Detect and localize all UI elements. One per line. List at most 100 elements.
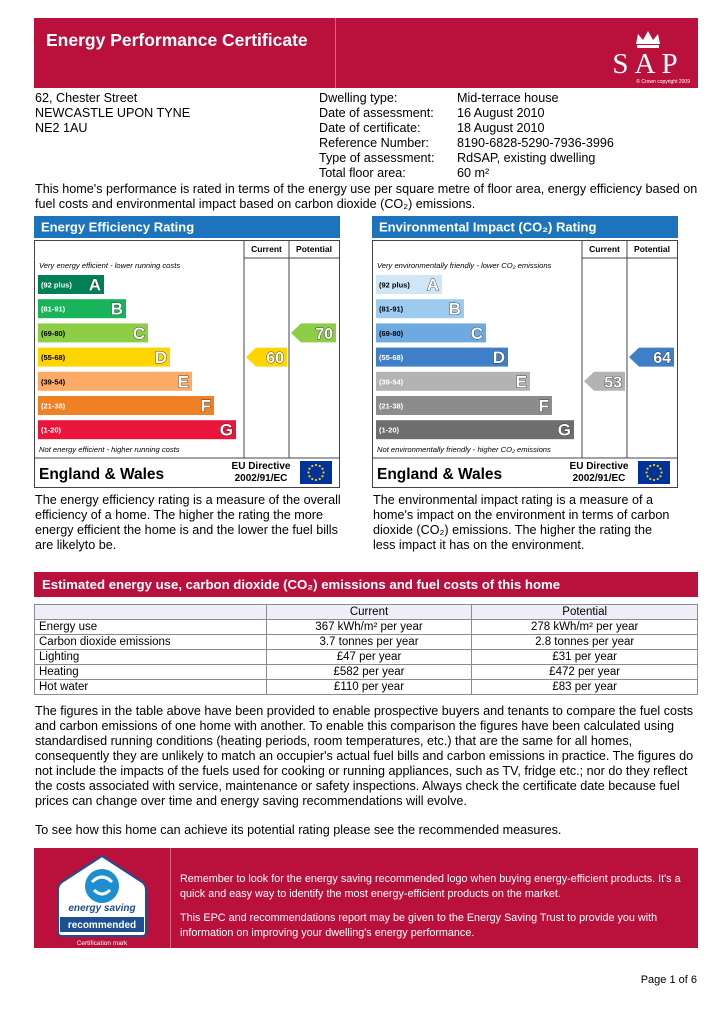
eu-star bbox=[645, 471, 648, 474]
paragraph: To see how this home can achieve its pot… bbox=[35, 823, 562, 837]
eu-star bbox=[314, 478, 318, 482]
table-row: Carbon dioxide emissions 3.7 tonnes per y… bbox=[34, 634, 698, 650]
directive: 2002/91/EC bbox=[573, 473, 626, 484]
table-cell: Energy use bbox=[34, 619, 267, 635]
eu-star bbox=[321, 475, 324, 478]
header-cell: Current bbox=[265, 604, 473, 620]
intro: This home's performance is rated in term… bbox=[35, 182, 698, 211]
eu-star bbox=[656, 464, 659, 468]
detail-value: 16 August 2010 bbox=[457, 106, 545, 120]
rating-arrow bbox=[584, 371, 625, 391]
panel-header bbox=[34, 216, 340, 238]
table-cell: £83 per year bbox=[471, 679, 698, 695]
band-letter: A bbox=[427, 276, 439, 295]
detail-label: Dwelling type: bbox=[319, 91, 398, 105]
address-line: NE2 1AU bbox=[35, 121, 88, 135]
table-cell: £47 per year bbox=[265, 649, 473, 665]
panel-title: Environmental Impact (CO₂) Rating bbox=[379, 220, 596, 235]
crown-base bbox=[637, 45, 659, 48]
rating-value: 60 bbox=[266, 350, 284, 367]
band-bar bbox=[376, 396, 552, 415]
header-cell: Potential bbox=[471, 604, 698, 620]
eu-star bbox=[649, 464, 652, 468]
rating-panel: Environmental Impact (CO₂) Rating Current… bbox=[372, 216, 678, 488]
band-range: (39-54) bbox=[41, 377, 66, 386]
footer-band: energy saving recommended Certification … bbox=[34, 848, 698, 948]
directive: EU Directive bbox=[232, 461, 291, 472]
band-letter: G bbox=[220, 421, 233, 440]
eu-star bbox=[308, 467, 311, 470]
table-cell: £472 per year bbox=[471, 664, 698, 680]
table-title: Estimated energy use, carbon dioxide (CO… bbox=[42, 577, 561, 592]
logo-text: SAP bbox=[612, 48, 683, 80]
detail-row: Dwelling type: Mid-terrace house bbox=[319, 91, 699, 106]
band-bar bbox=[376, 420, 574, 440]
top-note: Very energy efficient - lower running co… bbox=[39, 261, 180, 270]
detail-value: RdSAP, existing dwelling bbox=[457, 151, 596, 165]
col-header: Current bbox=[589, 244, 620, 254]
table-cell: 278 kWh/m² per year bbox=[471, 619, 698, 635]
detail-label: Reference Number: bbox=[319, 136, 429, 150]
detail-value: 18 August 2010 bbox=[457, 121, 545, 135]
detail-row: Total floor area: 60 m² bbox=[319, 166, 699, 181]
band-range: (1-20) bbox=[41, 426, 62, 435]
table-title-band: Estimated energy use, carbon dioxide (CO… bbox=[34, 572, 698, 597]
table-cell: Hot water bbox=[34, 679, 267, 695]
energy-table: Current Potential Energy use 367 kWh/m² p… bbox=[34, 604, 698, 695]
directive: EU Directive bbox=[570, 461, 629, 472]
address: 62, Chester Street NEWCASTLE UPON TYNE N… bbox=[35, 91, 190, 136]
band-bar bbox=[376, 299, 464, 319]
band-bar bbox=[38, 371, 192, 391]
band-letter: F bbox=[201, 397, 211, 416]
eu-star bbox=[649, 477, 652, 481]
eu-star bbox=[659, 467, 662, 470]
eu-star bbox=[660, 471, 663, 474]
band-range: (21-38) bbox=[41, 402, 66, 411]
eu-star bbox=[322, 471, 325, 474]
logo-caption: Certification mark bbox=[77, 940, 128, 947]
col-header: Current bbox=[251, 244, 282, 254]
band-range: (39-54) bbox=[379, 377, 404, 386]
logo-swirl bbox=[90, 875, 114, 896]
band-range: (92 plus) bbox=[41, 281, 72, 290]
band-letter: C bbox=[133, 324, 145, 343]
logo-banner-bg bbox=[60, 917, 144, 932]
band-letter: C bbox=[471, 324, 483, 343]
table-cell: Heating bbox=[34, 664, 267, 680]
band-bar bbox=[376, 275, 442, 294]
eu-star bbox=[652, 478, 656, 482]
table-cell: £582 per year bbox=[265, 664, 473, 680]
rating-arrow bbox=[291, 323, 336, 343]
rating-arrow bbox=[629, 347, 674, 367]
band-bar bbox=[38, 396, 214, 415]
address-line: 62, Chester Street bbox=[35, 91, 138, 105]
header-divider bbox=[335, 18, 336, 88]
band-range: (1-20) bbox=[379, 426, 400, 435]
eu-flag bbox=[638, 461, 670, 484]
detail-row: Type of assessment: RdSAP, existing dwell… bbox=[319, 151, 699, 166]
band-letter: B bbox=[449, 300, 461, 319]
band-range: (69-80) bbox=[41, 329, 66, 338]
footer-divider bbox=[170, 848, 171, 948]
eu-flag bbox=[300, 461, 332, 484]
band-letter: G bbox=[558, 421, 571, 440]
page-number: Page 1 of 6 bbox=[640, 974, 697, 986]
region: England & Wales bbox=[377, 466, 502, 483]
table-cell: Lighting bbox=[34, 649, 267, 665]
logo-circle bbox=[85, 869, 119, 903]
esr-logo: energy saving recommended Certification … bbox=[57, 854, 147, 947]
paragraph: The figures in the table above have been… bbox=[35, 704, 694, 808]
table-row: Heating £582 per year £472 per year bbox=[34, 664, 698, 680]
band-letter: B bbox=[111, 300, 123, 319]
band-range: (21-38) bbox=[379, 402, 404, 411]
table-row: Lighting £47 per year £31 per year bbox=[34, 649, 698, 665]
top-note: Very environmentally friendly - lower CO… bbox=[377, 261, 552, 270]
eu-star bbox=[646, 467, 649, 470]
band-bar bbox=[376, 347, 508, 367]
logo-top: energy saving bbox=[68, 903, 135, 914]
logo-banner: recommended bbox=[68, 920, 136, 931]
detail-value: 60 m² bbox=[457, 166, 490, 180]
band-range: (55-68) bbox=[379, 353, 404, 362]
eu-star bbox=[318, 464, 321, 468]
